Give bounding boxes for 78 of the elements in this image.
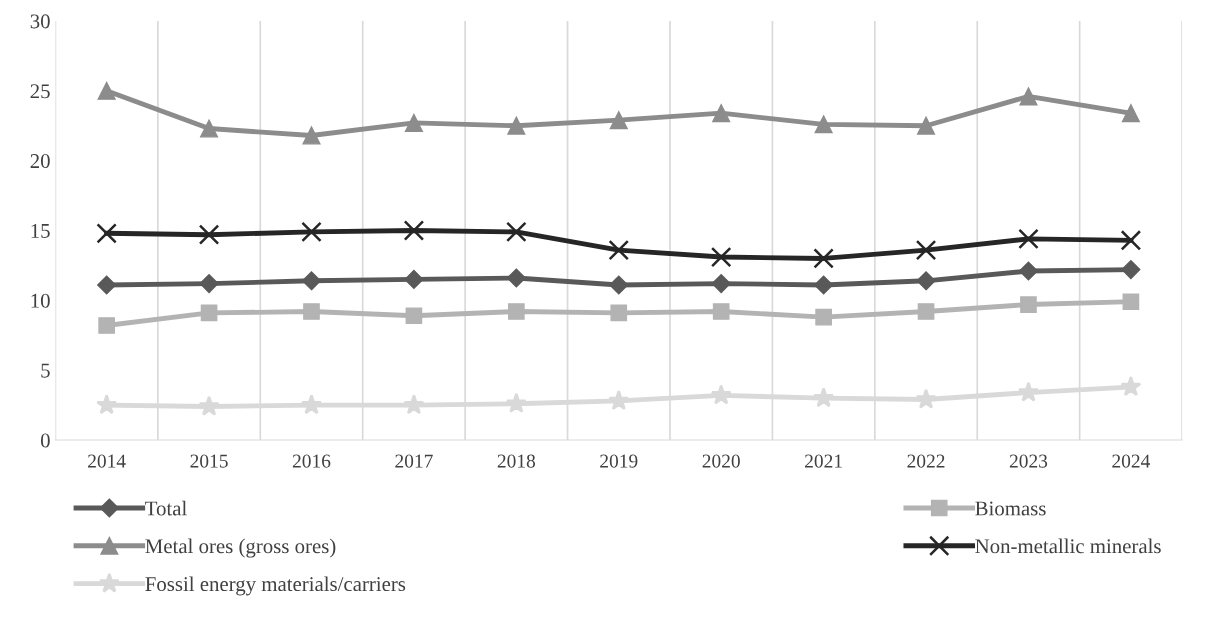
point [916, 271, 936, 291]
point [1121, 104, 1140, 123]
point [813, 387, 835, 408]
point [198, 224, 220, 245]
point [813, 248, 834, 269]
point [403, 220, 425, 241]
point [712, 104, 731, 123]
y-tick-label: 20 [30, 154, 50, 169]
point [303, 303, 320, 320]
point [98, 317, 115, 334]
point [1018, 228, 1039, 250]
legend-label: Total [145, 500, 187, 516]
point [1121, 260, 1141, 280]
point [917, 116, 936, 135]
point [403, 394, 425, 415]
y-tick-label: 5 [41, 363, 50, 378]
legend-label: Metal ores (gross ores) [145, 538, 336, 558]
point [97, 81, 116, 100]
y-tick-label: 30 [30, 14, 50, 29]
legend-label: Non-metallic minerals [975, 538, 1161, 554]
point [814, 275, 834, 295]
point [405, 307, 423, 325]
point [301, 271, 322, 291]
point [1120, 376, 1142, 397]
x-tick-label: 2017 [395, 454, 433, 468]
y-tick-label: 15 [31, 223, 50, 238]
point [199, 274, 219, 294]
x-tick-label: 2016 [292, 454, 331, 468]
point [917, 303, 935, 320]
x-tick-label: 2023 [1009, 454, 1048, 468]
point [96, 394, 118, 415]
x-tick-label: 2020 [702, 454, 740, 468]
point [1019, 87, 1038, 106]
x-tick-label: 2022 [907, 454, 945, 468]
y-tick-label: 25 [30, 84, 50, 99]
point [507, 116, 526, 135]
point [1020, 296, 1037, 313]
point [301, 221, 322, 243]
point [302, 126, 321, 145]
legend-label: Fossil energy materials/carriers [145, 576, 406, 596]
point [508, 303, 525, 320]
point [915, 239, 937, 261]
point [200, 119, 219, 138]
point [404, 113, 423, 132]
point [96, 223, 117, 244]
legend-label: Biomass [975, 501, 1046, 516]
y-tick-label: 10 [31, 293, 50, 308]
x-tick-label: 2021 [805, 454, 842, 468]
point [505, 392, 527, 413]
point [609, 111, 628, 130]
point [506, 268, 526, 288]
point [97, 275, 117, 295]
point [404, 269, 424, 289]
point [711, 274, 731, 294]
point [710, 246, 732, 268]
point [712, 303, 730, 320]
x-tick-label: 2015 [190, 454, 228, 468]
point [814, 115, 833, 134]
point [1122, 293, 1140, 311]
point [915, 388, 937, 409]
point [609, 275, 629, 295]
point [1017, 381, 1039, 402]
y-tick-label: 0 [40, 433, 50, 448]
x-tick-label: 2024 [1112, 454, 1151, 468]
x-tick-label: 2014 [88, 454, 126, 468]
x-tick-label: 2018 [497, 454, 536, 468]
point [1018, 261, 1039, 281]
point [1120, 230, 1142, 251]
point [610, 304, 628, 322]
point [200, 304, 218, 322]
point [301, 394, 322, 415]
point [506, 221, 527, 243]
point [815, 308, 832, 326]
x-tick-label: 2019 [600, 454, 638, 468]
point [198, 395, 220, 416]
point [608, 239, 630, 261]
point [608, 389, 630, 411]
point [710, 384, 732, 405]
